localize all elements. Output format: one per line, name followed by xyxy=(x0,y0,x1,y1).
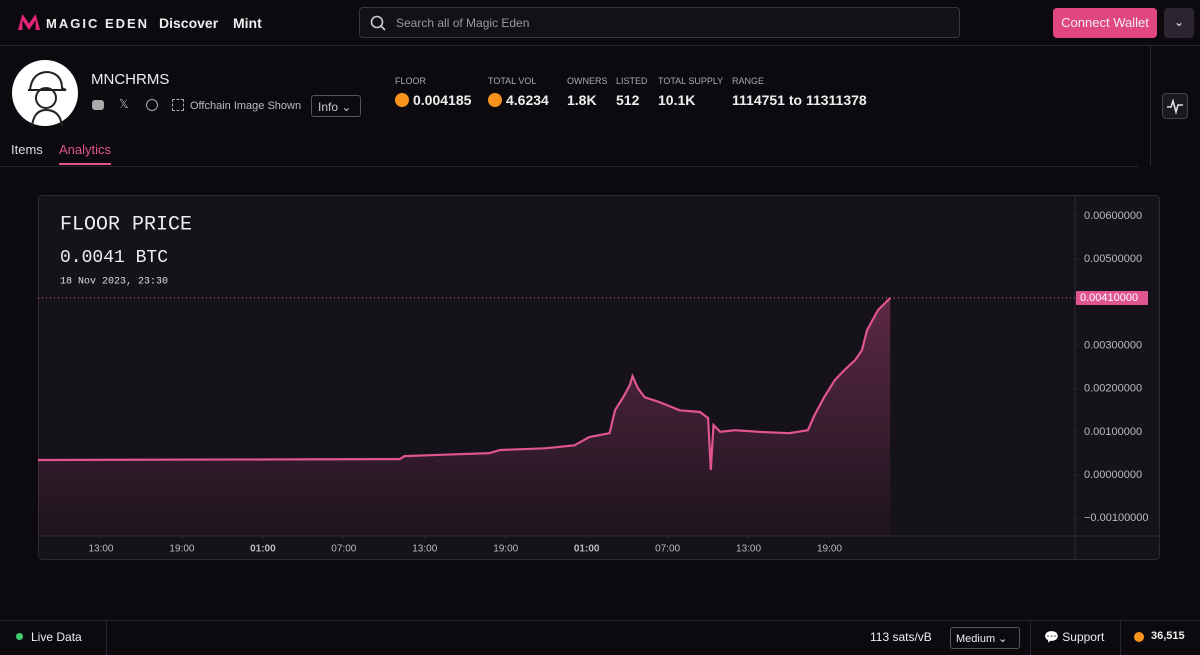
chart: FLOOR PRICE 0.0041 BTC 18 Nov 2023, 23:3… xyxy=(37,195,1160,560)
x-tick-label: 19:00 xyxy=(817,544,842,555)
activity-icon xyxy=(1167,98,1183,115)
divider xyxy=(106,621,107,655)
avatar-art xyxy=(28,70,67,127)
divider xyxy=(1120,621,1121,655)
nav-link[interactable]: Mint xyxy=(233,15,262,31)
top-nav: MAGIC EDEN Discover Mint Search all of M… xyxy=(0,0,1200,46)
stat-value: 4.6234 xyxy=(488,92,549,108)
y-tick-label: 0.00500000 xyxy=(1084,253,1142,265)
search-placeholder: Search all of Magic Eden xyxy=(396,16,530,30)
live-data[interactable]: Live Data xyxy=(31,630,82,644)
btc-price: 36,515 xyxy=(1151,630,1185,642)
x-tick-label: 01:00 xyxy=(250,544,276,555)
stat-text: 512 xyxy=(616,92,640,108)
speed-select[interactable]: Medium ⌄ xyxy=(950,627,1020,649)
y-tick-label: 0.00000000 xyxy=(1084,469,1142,481)
stat: RANGE 1114751 to 11311378 xyxy=(732,76,867,108)
stat-value: 0.004185 xyxy=(395,92,471,108)
stat-label: TOTAL VOL xyxy=(488,76,537,86)
tab-active[interactable]: Analytics xyxy=(59,142,112,165)
activity-button[interactable] xyxy=(1162,93,1188,119)
x-tick-label: 07:00 xyxy=(655,544,680,555)
y-tick-label: 0.00300000 xyxy=(1084,339,1142,351)
stat-value: 1.8K xyxy=(567,92,608,108)
connect-wallet-button[interactable]: Connect Wallet xyxy=(1053,8,1157,38)
btc-icon xyxy=(488,93,502,107)
stat-label: FLOOR xyxy=(395,76,427,86)
stat-label: RANGE xyxy=(732,76,765,86)
stat-label: LISTED xyxy=(616,76,648,86)
chart-subtitle: 0.0041 BTC xyxy=(60,248,168,268)
stat-value: 1114751 to 11311378 xyxy=(732,92,867,108)
current-price-tag xyxy=(1076,290,1148,305)
support-link[interactable]: 💬 Support xyxy=(1044,630,1105,644)
y-tick-label: −0.00100000 xyxy=(1084,512,1149,524)
speed-label: Medium xyxy=(956,633,996,645)
area-fill xyxy=(38,298,891,536)
info-dropdown[interactable]: Info ⌄ xyxy=(311,95,361,117)
info-label: Info xyxy=(318,100,339,114)
collection-name: MNCHRMS xyxy=(91,71,170,88)
search-box[interactable]: Search all of Magic Eden xyxy=(359,7,960,38)
x-tick-label: 01:00 xyxy=(574,544,600,555)
stat: LISTED 512 xyxy=(616,76,648,108)
search-icon xyxy=(370,15,386,31)
stat-text: 4.6234 xyxy=(506,92,549,108)
stat-text: 1.8K xyxy=(567,92,597,108)
collection-avatar xyxy=(12,60,78,127)
x-tick-label: 13:00 xyxy=(736,544,761,555)
web-icon[interactable] xyxy=(146,99,158,111)
stat: OWNERS 1.8K xyxy=(567,76,608,108)
stat: FLOOR 0.004185 xyxy=(395,76,471,108)
stat-label: TOTAL SUPPLY xyxy=(658,76,724,86)
price-line xyxy=(37,297,891,470)
x-tick-label: 07:00 xyxy=(331,544,356,555)
offchain-note: Offchain Image Shown xyxy=(190,100,302,112)
nav-link[interactable]: Discover xyxy=(159,15,219,31)
footer: Live Data 113 sats/vB Medium ⌄ 💬 Support… xyxy=(0,620,1200,655)
current-price-label: 0.00410000 xyxy=(1080,292,1138,304)
divider xyxy=(1030,621,1031,655)
y-tick-label: 0.00600000 xyxy=(1084,210,1142,222)
x-icon[interactable]: 𝕏 xyxy=(119,97,129,111)
x-tick-label: 13:00 xyxy=(412,544,437,555)
stat-text: 0.004185 xyxy=(413,92,472,108)
y-tick-label: 0.00200000 xyxy=(1084,383,1142,395)
stat: TOTAL SUPPLY 10.1K xyxy=(658,76,723,108)
stat-value: 10.1K xyxy=(658,92,723,108)
live-dot xyxy=(16,633,23,640)
chart-title: FLOOR PRICE xyxy=(60,213,192,236)
divider xyxy=(1150,46,1151,166)
btc-icon xyxy=(395,93,409,107)
stat-value: 512 xyxy=(616,92,648,108)
stat: TOTAL VOL 4.6234 xyxy=(488,76,549,108)
x-tick-label: 19:00 xyxy=(493,544,518,555)
divider xyxy=(0,166,1138,167)
fee-rate: 113 sats/vB xyxy=(870,630,932,644)
image-icon xyxy=(172,99,184,111)
tab[interactable]: Items xyxy=(11,142,43,157)
menu-button[interactable]: ⌄ xyxy=(1164,8,1194,38)
stat-label: OWNERS xyxy=(567,76,608,86)
y-tick-label: 0.00100000 xyxy=(1084,426,1142,438)
btc-icon xyxy=(1134,632,1144,642)
stat-text: 1114751 to 11311378 xyxy=(732,92,867,108)
x-tick-label: 19:00 xyxy=(169,544,194,555)
brand[interactable]: MAGIC EDEN xyxy=(46,16,150,31)
x-tick-label: 13:00 xyxy=(88,544,113,555)
discord-icon[interactable] xyxy=(92,100,104,110)
support-label: Support xyxy=(1062,630,1105,644)
stat-text: 10.1K xyxy=(658,92,696,108)
chart-date: 18 Nov 2023, 23:30 xyxy=(60,277,168,288)
